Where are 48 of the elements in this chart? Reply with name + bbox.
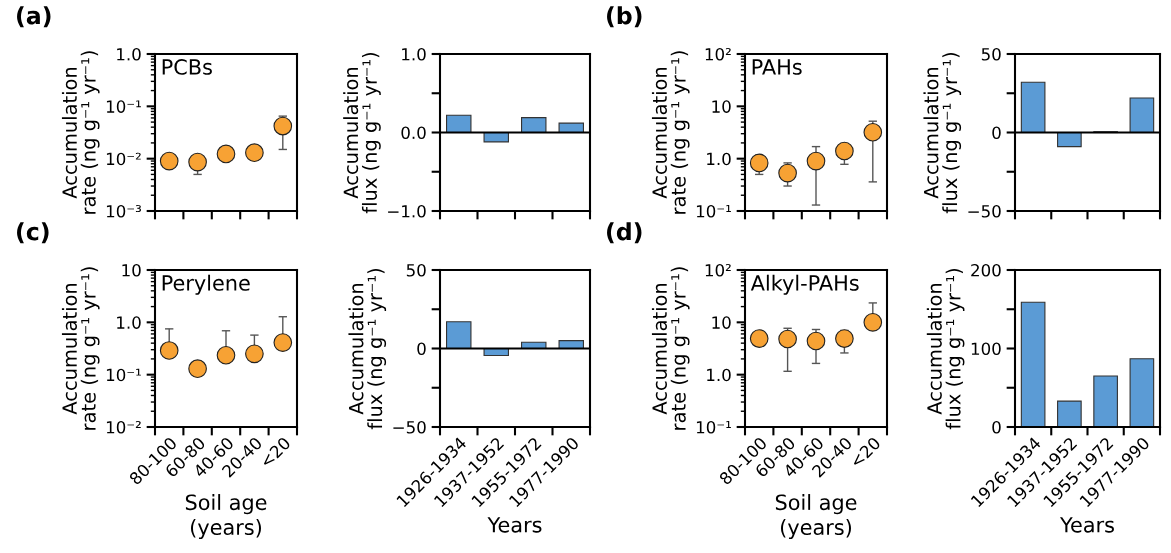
x-axis-title: Years	[487, 517, 542, 533]
y-axis-title: Accumulation rate (ng g⁻¹ yr⁻¹)	[651, 267, 690, 430]
y-tick-label: 0	[992, 420, 1001, 434]
y-tick-label: 1.0	[117, 316, 141, 329]
y-tick-label: 10⁻²	[106, 152, 141, 166]
y-tick-label: 10	[122, 263, 141, 277]
y-tick-label: 50	[406, 263, 426, 277]
y-tick-label: 10⁻³	[106, 204, 141, 218]
y-axis-title: Accumulation flux (ng g⁻¹ yr⁻¹)	[343, 52, 381, 214]
y-axis-title: Accumulation flux (ng g⁻¹ yr⁻¹)	[348, 268, 387, 430]
y-axis-title: Accumulation rate (ng g⁻¹ yr⁻¹)	[61, 267, 100, 430]
y-axis-title: Accumulation flux (ng g⁻¹ yr⁻¹)	[926, 268, 965, 430]
y-tick-label: −1.0	[388, 204, 426, 218]
y-tick-label: 10⁻²	[106, 420, 141, 434]
y-tick-label: 0	[992, 126, 1001, 140]
y-tick-label: 0.0	[401, 126, 426, 140]
y-tick-label: 10²	[705, 47, 731, 61]
y-tick-label: −50	[393, 420, 426, 434]
y-tick-label: 50	[981, 47, 1001, 61]
annotation: Alkyl-PAHs	[750, 274, 859, 295]
y-tick-label: −50	[968, 204, 1001, 218]
y-tick-label: 1.0	[707, 152, 731, 166]
annotation: PAHs	[752, 59, 802, 75]
y-tick-label: 10	[712, 100, 731, 113]
y-tick-label: 10²	[705, 263, 731, 277]
y-tick-label: 10⁻¹	[696, 204, 731, 218]
x-axis-title: Soil age (years)	[775, 494, 857, 540]
y-tick-label: 1.0	[402, 47, 426, 61]
y-tick-label: 1.0	[117, 47, 141, 61]
y-axis-title: Accumulation rate (ng g⁻¹ yr⁻¹)	[651, 51, 690, 214]
y-tick-label: 10⁻¹	[106, 368, 141, 382]
chart-title: (b)	[607, 6, 642, 28]
y-axis-title: Accumulation flux (ng g⁻¹ yr⁻¹)	[923, 52, 962, 214]
y-tick-label: 10	[712, 316, 731, 329]
chart-title: (c)	[17, 222, 49, 244]
chart-title: (d)	[607, 222, 642, 244]
chart-title: (a)	[17, 6, 51, 28]
y-tick-label: 100	[971, 342, 1001, 356]
y-tick-label: 1.0	[707, 368, 731, 382]
annotation: PCBs	[162, 59, 212, 75]
x-axis-title: Soil age (years)	[185, 494, 267, 540]
x-axis-title: Years	[1059, 517, 1114, 533]
y-tick-label: 0	[417, 342, 426, 356]
y-axis-title: Accumulation rate (ng g⁻¹ yr⁻¹)	[61, 51, 100, 214]
annotation: Perylene	[162, 274, 250, 295]
y-tick-label: 10⁻¹	[696, 420, 731, 434]
y-tick-label: 200	[971, 263, 1001, 277]
y-tick-label: 10⁻¹	[106, 100, 141, 113]
